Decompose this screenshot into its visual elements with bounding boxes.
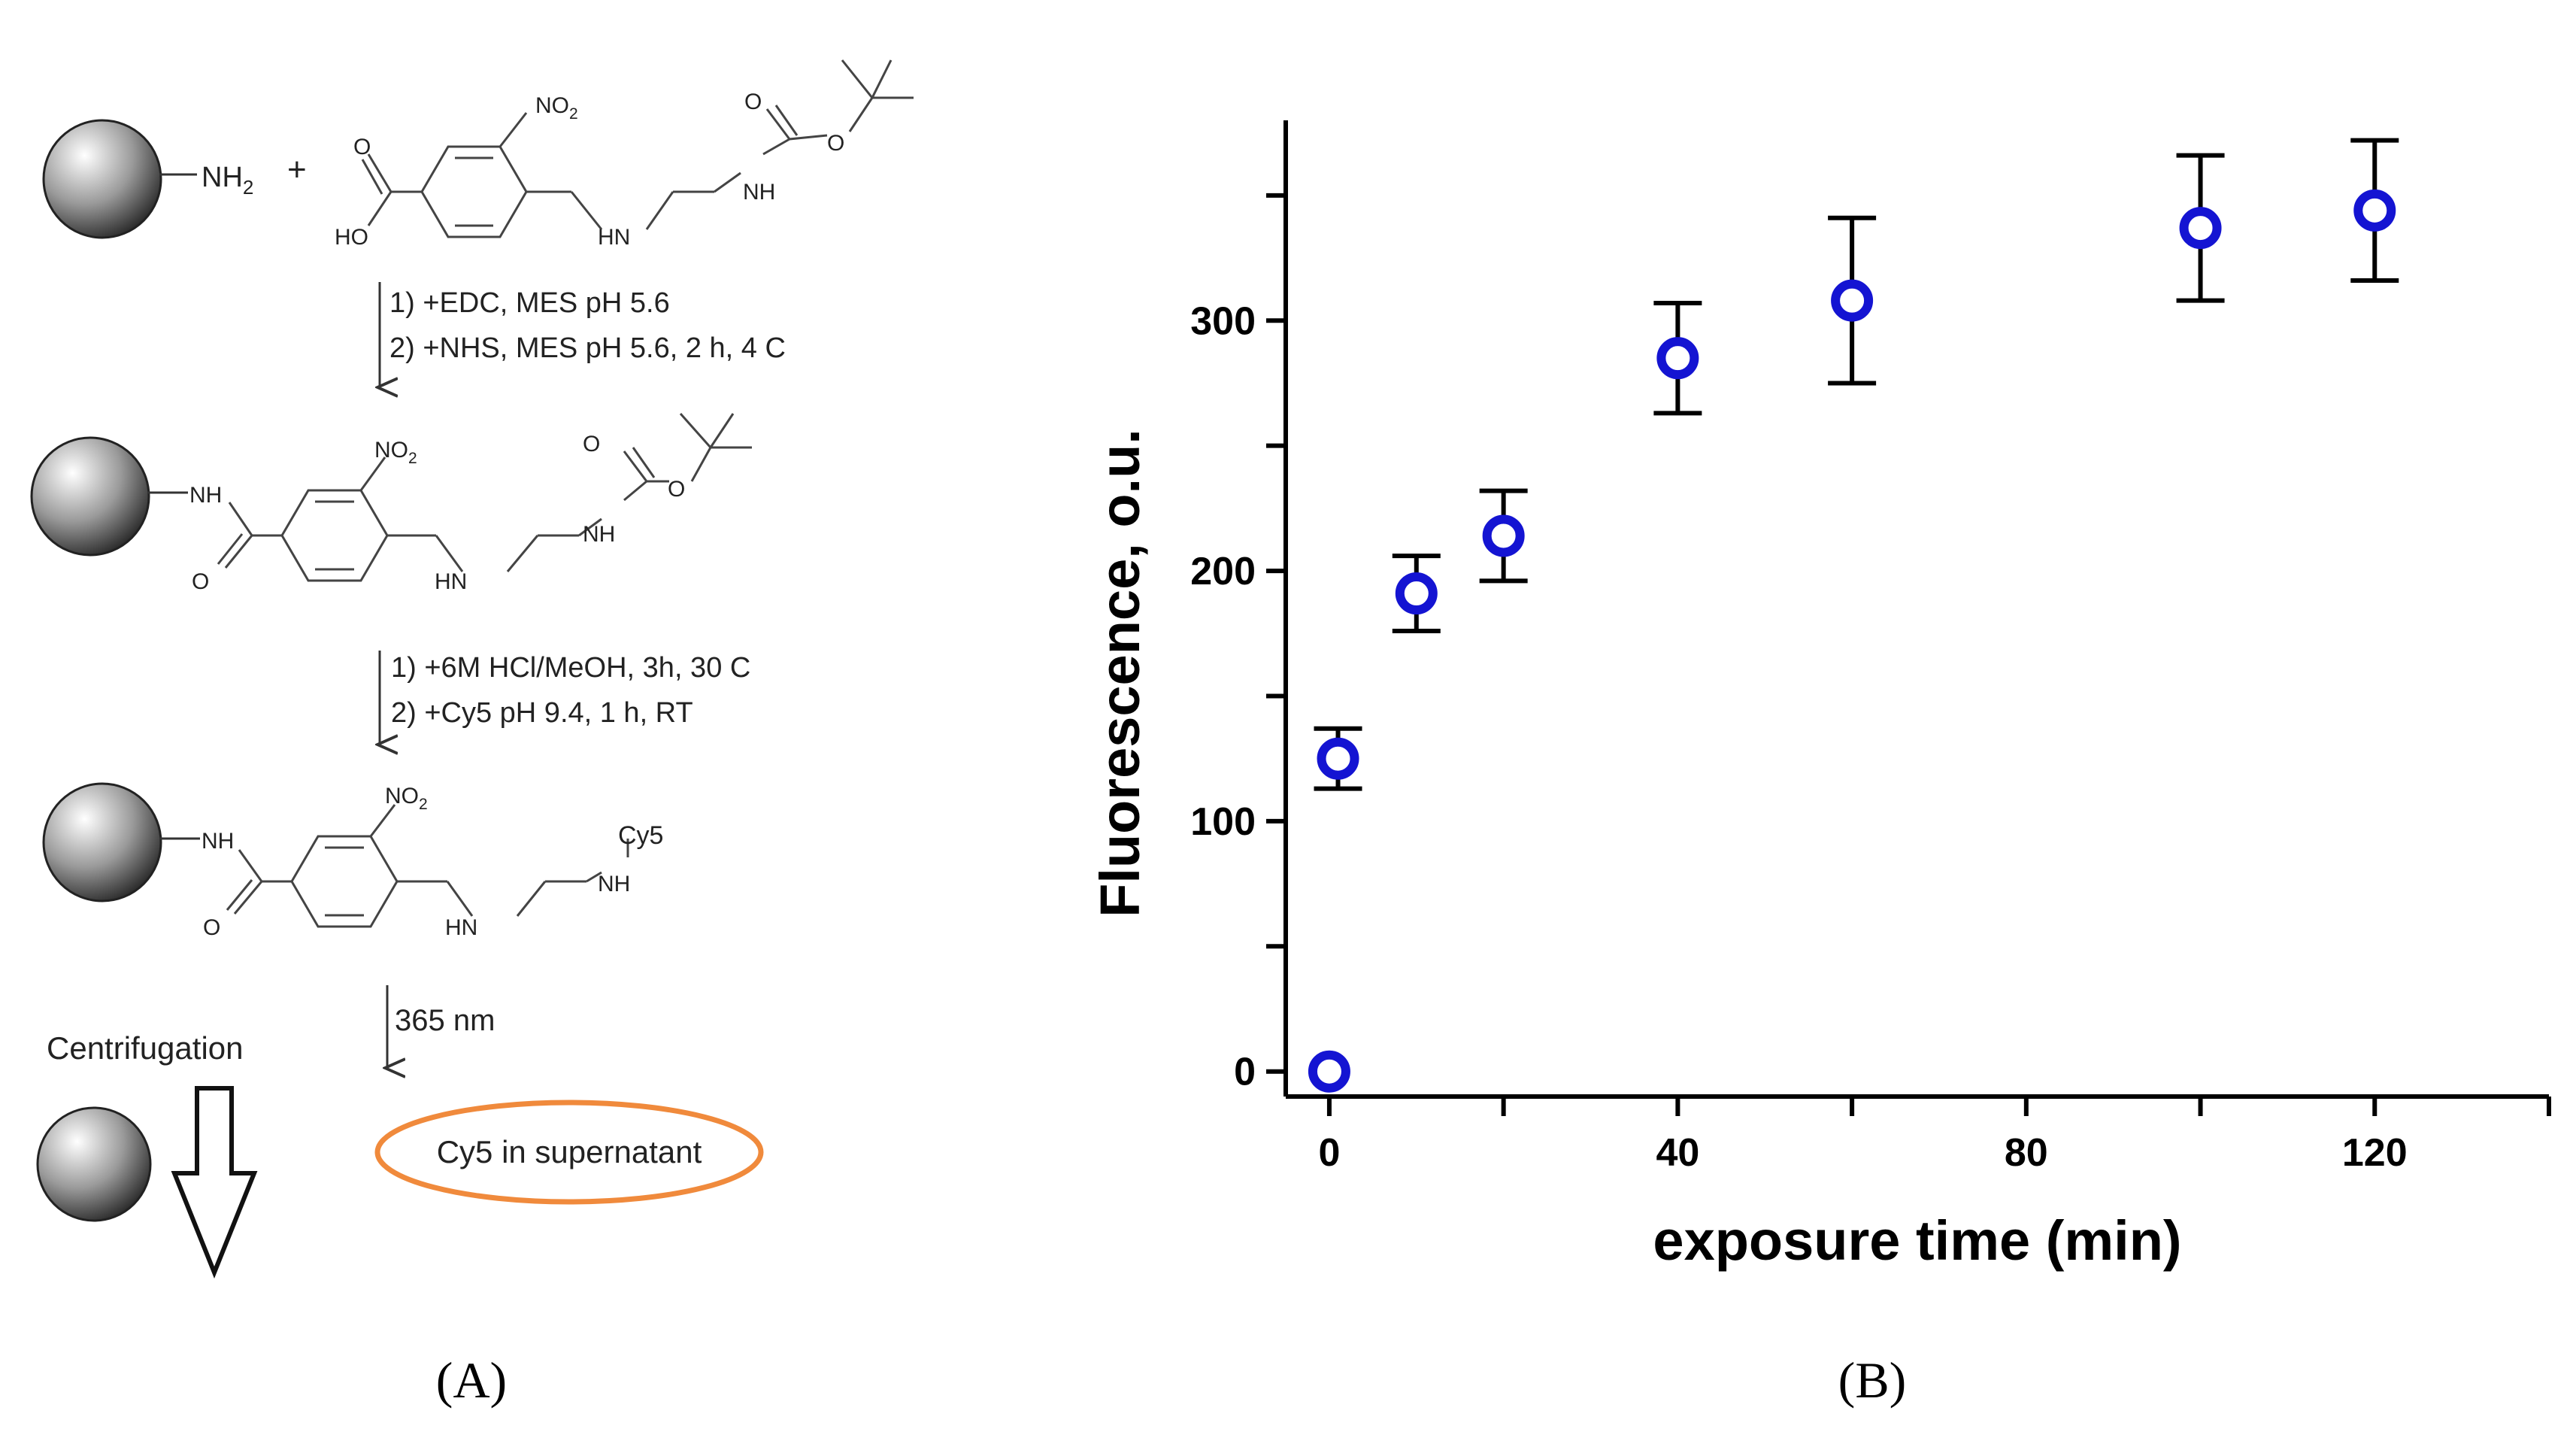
step-2: 1) +6M HCl/MeOH, 3h, 30 C 2) +Cy5 pH 9.4…: [380, 651, 750, 745]
bead: [36, 1106, 152, 1222]
scheme-row-2: NH: [30, 413, 752, 594]
nitro-label: NO2: [374, 438, 417, 467]
x-tick-label: 80: [2005, 1131, 2048, 1175]
linker-molecule: [361, 59, 914, 238]
y-tick-label: 0: [1234, 1051, 1256, 1094]
boc-carbonyl-o-label: O: [744, 89, 762, 114]
panel-b-label: (B): [1838, 1351, 1907, 1409]
plus-sign: +: [287, 151, 307, 188]
x-tick-label: 0: [1318, 1131, 1340, 1175]
step-3-label: 365 nm: [395, 1004, 495, 1037]
step-3: 365 nm: [387, 985, 495, 1068]
fluorescence-chart: 0 100 200 300 0 40 80 120 exposure time (min) F…: [1089, 120, 2551, 1409]
bead: [42, 782, 162, 902]
supernatant-ellipse: [374, 1100, 764, 1205]
tick-labels: 0 100 200 300 0 40 80 120: [1190, 299, 2407, 1175]
x-tick-label: 40: [1656, 1131, 1699, 1175]
boc-ester-o-label: O: [827, 131, 844, 156]
y-tick-label: 100: [1190, 800, 1256, 844]
chart-axes: [1266, 120, 2551, 1116]
data-point: [1395, 572, 1438, 615]
step-2-line-2: 2) +Cy5 pH 9.4, 1 h, RT: [391, 697, 693, 729]
boc-ester-o-label: O: [668, 477, 685, 502]
step-1: 1) +EDC, MES pH 5.6 2) +NHS, MES pH 5.6,…: [380, 282, 786, 387]
carbamate-nh-label: NH: [583, 522, 615, 547]
x-axis-label: exposure time (min): [1653, 1209, 2181, 1272]
data-point: [1656, 337, 1699, 380]
data-point: [1308, 1050, 1350, 1093]
y-tick-label: 200: [1190, 550, 1256, 593]
centrifugation-label: Centrifugation: [47, 1030, 244, 1066]
scheme-row-3: NH NO2 O HN NH Cy5: [42, 782, 663, 940]
carbamate-nh-label: NH: [743, 180, 775, 205]
scheme-row-4: Centrifugation Cy5 in supernatant: [36, 1030, 764, 1279]
y-tick-label: 300: [1190, 299, 1256, 343]
cy5-label: Cy5: [618, 821, 663, 850]
amide-nh-label: NH: [202, 829, 234, 854]
bead: [42, 119, 162, 239]
bead: [30, 436, 150, 557]
error-bars: [1314, 138, 2399, 791]
data-point: [1831, 279, 1874, 322]
step-1-line-2: 2) +NHS, MES pH 5.6, 2 h, 4 C: [389, 332, 786, 364]
x-tick-label: 120: [2342, 1131, 2408, 1175]
down-arrow-icon: [171, 1086, 258, 1279]
y-axis-label: Fluorescence, o.u.: [1089, 429, 1151, 918]
boc-carbonyl-o-label: O: [583, 432, 600, 457]
step-2-line-1: 1) +6M HCl/MeOH, 3h, 30 C: [391, 652, 750, 684]
step-1-line-1: 1) +EDC, MES pH 5.6: [389, 287, 670, 319]
data-point: [1317, 737, 1359, 780]
nitro-label: NO2: [385, 784, 428, 813]
supernatant-label: Cy5 in supernatant: [437, 1134, 702, 1169]
hydroxyl-label: HO: [335, 225, 368, 250]
amide-o-label: O: [203, 915, 220, 940]
data-point: [2179, 207, 2222, 250]
secondary-amine-label: HN: [435, 569, 467, 594]
amide-nh-label: NH: [189, 483, 222, 508]
amine-label: NH2: [202, 162, 253, 199]
nitro-label: NO2: [535, 93, 578, 123]
cy5-nh-label: NH: [598, 872, 630, 896]
carbonyl-o-label: O: [353, 135, 371, 159]
data-point: [2353, 189, 2396, 232]
reaction-scheme: NH2 +: [30, 59, 914, 1409]
secondary-amine-label: HN: [598, 225, 630, 250]
data-point: [1482, 514, 1525, 557]
panel-a-label: (A): [436, 1351, 507, 1409]
data-points: [1308, 189, 2396, 1093]
secondary-amine-label: HN: [445, 915, 477, 940]
amide-o-label: O: [192, 569, 209, 594]
scheme-row-1: NH2 +: [42, 59, 914, 250]
